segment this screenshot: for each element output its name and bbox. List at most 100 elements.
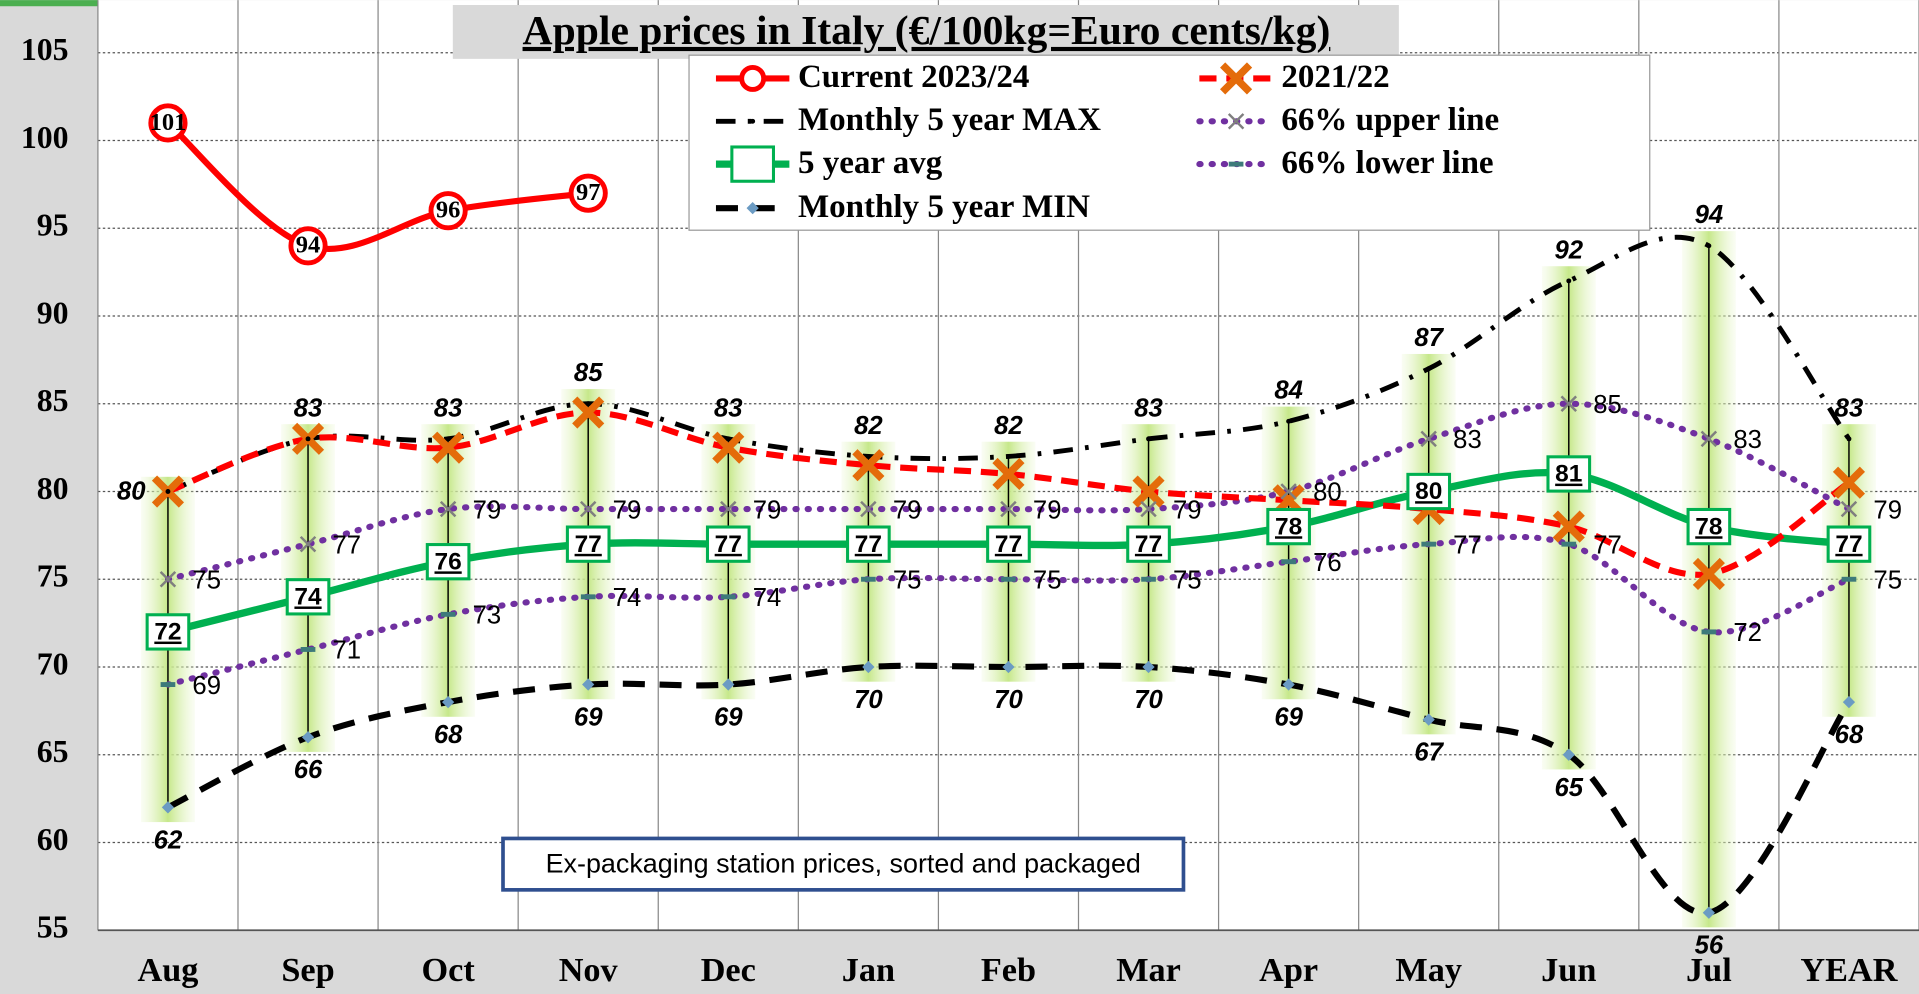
- value-label: 79: [1033, 496, 1062, 524]
- x-tick-label: Jun: [1541, 951, 1596, 989]
- marker: [439, 500, 457, 518]
- value-label: 69: [714, 704, 743, 732]
- value-label: 77: [1835, 531, 1862, 558]
- marker: [1000, 500, 1017, 518]
- legend-label: Monthly 5 year MIN: [798, 189, 1090, 225]
- marker: [1406, 472, 1452, 511]
- marker: [1220, 62, 1253, 95]
- marker: [1266, 507, 1311, 546]
- marker: [585, 401, 591, 407]
- value-label: 83: [1134, 394, 1163, 422]
- marker: [1422, 713, 1435, 726]
- x-tick-label: Oct: [421, 951, 475, 989]
- marker: [1686, 507, 1732, 546]
- value-label: 66: [294, 756, 323, 784]
- legend-label: 66% upper line: [1281, 102, 1499, 138]
- marker: [1426, 366, 1432, 372]
- marker: [992, 457, 1025, 491]
- value-label: 67: [1414, 739, 1444, 767]
- marker: [425, 543, 471, 581]
- legend-label: Monthly 5 year MAX: [798, 102, 1101, 138]
- value-label: 70: [854, 686, 883, 714]
- legend-label: 2021/22: [1281, 59, 1389, 95]
- marker: [165, 489, 171, 494]
- marker: [725, 436, 731, 442]
- value-label: 77: [1593, 531, 1622, 559]
- value-label: 80: [1415, 478, 1442, 505]
- marker: [1420, 430, 1437, 448]
- marker: [441, 695, 455, 709]
- value-label: 79: [1873, 496, 1902, 524]
- value-label: 83: [714, 394, 743, 422]
- marker: [746, 202, 759, 215]
- marker: [1006, 453, 1011, 459]
- value-label: 75: [1173, 566, 1202, 594]
- marker: [1692, 557, 1725, 591]
- value-label: 76: [435, 548, 462, 575]
- x-tick-label: Jul: [1686, 951, 1732, 989]
- value-label: 96: [436, 197, 460, 224]
- legend-marker: [750, 118, 756, 124]
- y-tick-label: 65: [37, 734, 69, 769]
- y-tick-label: 75: [37, 559, 69, 594]
- x-tick-label: Mar: [1116, 951, 1181, 989]
- value-label: 77: [715, 531, 742, 558]
- marker: [1562, 748, 1575, 761]
- value-label: 75: [893, 566, 922, 594]
- x-tick-label: Apr: [1259, 951, 1318, 989]
- marker: [1840, 500, 1858, 518]
- value-label: 72: [154, 619, 181, 646]
- value-label: 74: [753, 584, 782, 612]
- y-tick-label: 55: [37, 910, 69, 945]
- value-label: 83: [1733, 426, 1762, 454]
- marker: [432, 431, 465, 464]
- value-label: 78: [1695, 513, 1722, 540]
- marker: [1832, 466, 1866, 499]
- x-tick-label: YEAR: [1800, 951, 1898, 989]
- marker: [1546, 455, 1592, 493]
- marker: [1846, 436, 1852, 442]
- y-tick-label: 80: [37, 471, 69, 506]
- annotation-box: [501, 836, 1186, 892]
- marker: [1146, 436, 1151, 442]
- marker: [712, 431, 745, 464]
- value-label: 101: [150, 109, 187, 136]
- value-label: 70: [1134, 686, 1163, 714]
- marker: [428, 191, 468, 231]
- y-tick-label: 95: [37, 208, 69, 243]
- marker: [145, 613, 191, 651]
- x-tick-label: Feb: [981, 951, 1036, 989]
- value-label: 77: [1135, 531, 1162, 558]
- annotation: Ex-packaging station prices, sorted and …: [546, 848, 1141, 878]
- value-label: 77: [995, 531, 1022, 558]
- marker: [750, 118, 756, 124]
- value-label: 76: [1313, 549, 1342, 577]
- value-label: 94: [1695, 201, 1724, 229]
- value-label: 82: [994, 412, 1023, 440]
- value-label: 81: [1555, 461, 1582, 488]
- marker: [722, 678, 735, 691]
- value-label: 74: [294, 583, 322, 610]
- value-label: 71: [333, 637, 362, 665]
- marker: [305, 436, 311, 442]
- legend-marker: [1220, 62, 1253, 95]
- marker: [582, 678, 595, 691]
- value-label: 79: [613, 496, 642, 524]
- marker: [1282, 678, 1295, 691]
- marker: [579, 500, 597, 518]
- value-label: 84: [1274, 377, 1303, 405]
- value-label: 94: [296, 232, 320, 259]
- marker: [1706, 243, 1712, 249]
- top-strip: [0, 0, 98, 7]
- marker: [148, 103, 188, 143]
- value-label: 83: [434, 394, 463, 422]
- marker: [720, 500, 737, 518]
- value-label: 92: [1555, 236, 1584, 264]
- marker: [1286, 418, 1292, 424]
- marker: [299, 535, 317, 553]
- marker: [1552, 510, 1585, 543]
- marker: [1702, 906, 1715, 919]
- marker: [865, 453, 871, 459]
- legend-label: 5 year avg: [798, 145, 943, 181]
